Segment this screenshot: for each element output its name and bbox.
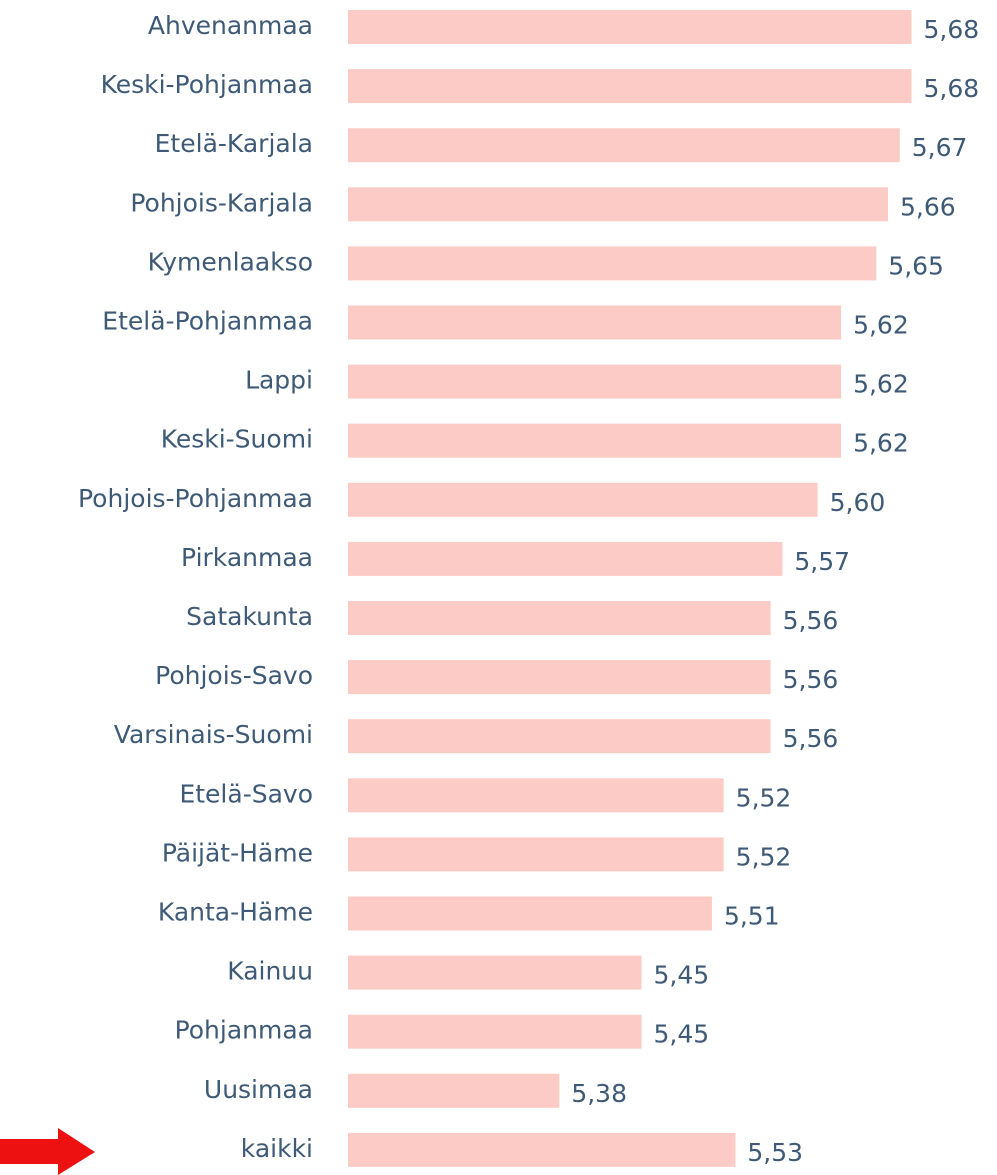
value-label: 5,56 bbox=[783, 665, 839, 694]
value-label: 5,68 bbox=[924, 74, 980, 103]
value-label: 5,53 bbox=[747, 1138, 803, 1167]
category-label: Etelä-Pohjanmaa bbox=[102, 307, 313, 336]
category-label: Ahvenanmaa bbox=[148, 11, 313, 40]
category-label: Pohjois-Pohjanmaa bbox=[78, 484, 313, 513]
value-label: 5,56 bbox=[783, 724, 839, 753]
category-label: Pohjanmaa bbox=[175, 1016, 313, 1045]
category-label: Kanta-Häme bbox=[158, 898, 313, 927]
value-label: 5,62 bbox=[853, 311, 909, 340]
bar bbox=[348, 69, 912, 104]
category-label: Päijät-Häme bbox=[162, 838, 313, 867]
value-label: 5,65 bbox=[888, 251, 944, 280]
bar bbox=[348, 482, 818, 517]
category-label: Uusimaa bbox=[204, 1075, 313, 1104]
bar bbox=[348, 541, 783, 576]
category-label: Etelä-Savo bbox=[179, 779, 313, 808]
value-label: 5,67 bbox=[912, 133, 968, 162]
category-label: Pohjois-Savo bbox=[155, 661, 313, 690]
category-label: Kainuu bbox=[227, 957, 313, 986]
bar bbox=[348, 187, 889, 222]
value-label: 5,62 bbox=[853, 370, 909, 399]
category-label: Satakunta bbox=[186, 602, 313, 631]
bar bbox=[348, 1014, 642, 1049]
category-label: Keski-Suomi bbox=[161, 425, 313, 454]
bar bbox=[348, 1132, 736, 1167]
category-label: Keski-Pohjanmaa bbox=[101, 70, 313, 99]
bar bbox=[348, 423, 842, 458]
category-label: Lappi bbox=[245, 366, 313, 395]
bar bbox=[348, 896, 712, 931]
value-label: 5,56 bbox=[783, 606, 839, 635]
bar bbox=[348, 364, 842, 399]
category-label: kaikki bbox=[241, 1134, 313, 1163]
value-label: 5,38 bbox=[571, 1079, 627, 1108]
value-label: 5,57 bbox=[794, 547, 850, 576]
value-label: 5,45 bbox=[654, 1020, 710, 1049]
category-label: Varsinais-Suomi bbox=[114, 720, 313, 749]
bar bbox=[348, 660, 771, 695]
category-label: Pirkanmaa bbox=[181, 543, 313, 572]
bar bbox=[348, 778, 724, 813]
bar bbox=[348, 128, 900, 163]
value-label: 5,66 bbox=[900, 192, 956, 221]
highlight-arrow bbox=[0, 1128, 95, 1175]
value-label: 5,45 bbox=[654, 961, 710, 990]
bar bbox=[348, 955, 642, 990]
value-label: 5,68 bbox=[924, 15, 980, 44]
value-label: 5,62 bbox=[853, 429, 909, 458]
value-label: 5,51 bbox=[724, 902, 780, 931]
value-label: 5,52 bbox=[736, 783, 792, 812]
bar bbox=[348, 10, 912, 44]
value-label: 5,60 bbox=[830, 488, 886, 517]
category-label: Kymenlaakso bbox=[148, 247, 313, 276]
bar bbox=[348, 246, 877, 281]
value-label: 5,52 bbox=[736, 842, 792, 871]
bar bbox=[348, 601, 771, 635]
category-label: Pohjois-Karjala bbox=[130, 188, 313, 217]
bar bbox=[348, 837, 724, 872]
bar bbox=[348, 1073, 560, 1108]
bar bbox=[348, 719, 771, 754]
bar bbox=[348, 305, 842, 340]
category-label: Etelä-Karjala bbox=[155, 129, 313, 158]
